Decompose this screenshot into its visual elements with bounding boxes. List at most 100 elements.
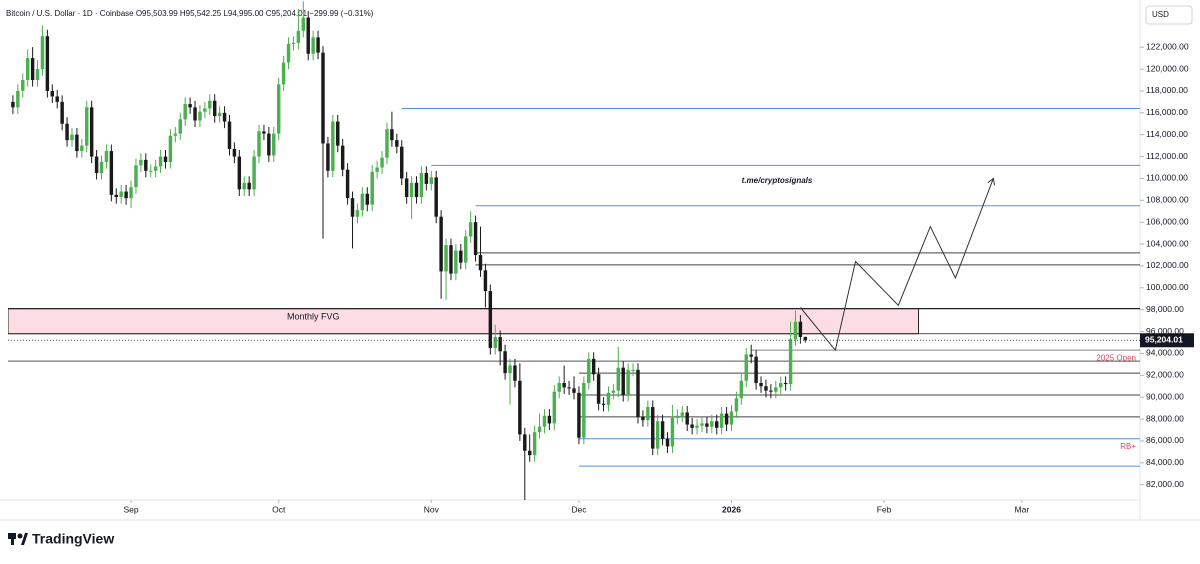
plot-area: Monthly FVG bbox=[8, 1, 1140, 500]
candle-body bbox=[513, 365, 517, 381]
candle-body bbox=[276, 84, 281, 134]
candle-body bbox=[124, 191, 128, 199]
candle-body bbox=[217, 112, 222, 117]
candle-body bbox=[168, 135, 173, 163]
candle-body bbox=[409, 182, 414, 198]
x-tick-label: Mar bbox=[1015, 504, 1030, 514]
candle-body bbox=[134, 165, 138, 188]
candle-body bbox=[139, 159, 143, 166]
candle-body bbox=[321, 52, 325, 144]
candle-body bbox=[404, 178, 409, 198]
candle-body bbox=[227, 121, 232, 149]
candle-body bbox=[454, 250, 458, 274]
candle-body bbox=[400, 146, 404, 179]
candle-body bbox=[380, 157, 384, 168]
candle-body bbox=[695, 425, 699, 428]
candle-body bbox=[715, 421, 719, 428]
y-tick-label: 118,000.00 bbox=[1146, 85, 1188, 95]
candle-body bbox=[503, 351, 507, 374]
currency-button[interactable] bbox=[1145, 5, 1193, 25]
level-label: 2025 Open bbox=[1096, 353, 1136, 362]
candle-body bbox=[99, 162, 104, 173]
candle-body bbox=[439, 216, 443, 272]
y-tick-label: 94,000.00 bbox=[1146, 348, 1184, 358]
candle-body bbox=[778, 382, 783, 388]
candle-body bbox=[257, 131, 261, 157]
candle-body bbox=[449, 245, 453, 274]
candle-body bbox=[429, 177, 433, 184]
x-tick-label: 2026 bbox=[722, 504, 741, 514]
candle-body bbox=[144, 159, 148, 171]
candle-body bbox=[562, 382, 566, 388]
candle-body bbox=[306, 17, 310, 54]
candle-body bbox=[621, 367, 625, 395]
candle-body bbox=[326, 143, 330, 171]
projection-path bbox=[800, 178, 994, 352]
candle-body bbox=[596, 374, 601, 404]
x-tick-label: Sep bbox=[123, 504, 138, 514]
candle-body bbox=[769, 390, 773, 392]
candle-body bbox=[764, 386, 768, 391]
brand-logo bbox=[8, 533, 28, 545]
candle-body bbox=[700, 423, 704, 426]
candle-body bbox=[611, 390, 616, 393]
candle-body bbox=[734, 398, 739, 412]
candle-body bbox=[774, 387, 778, 392]
candle-body bbox=[591, 358, 596, 375]
candle-body bbox=[710, 421, 714, 427]
candle-body bbox=[606, 392, 611, 405]
currency-label[interactable]: USD bbox=[1152, 10, 1169, 19]
y-tick-label: 82,000.00 bbox=[1146, 479, 1184, 489]
candle-body bbox=[488, 291, 493, 348]
y-tick-label: 108,000.00 bbox=[1146, 195, 1189, 205]
y-tick-label: 86,000.00 bbox=[1146, 435, 1184, 445]
candle-body bbox=[55, 96, 59, 102]
candle-body bbox=[547, 415, 552, 424]
candle-body bbox=[542, 415, 547, 427]
candle-body bbox=[670, 417, 675, 447]
y-tick-label: 92,000.00 bbox=[1146, 370, 1184, 380]
candle-body bbox=[557, 382, 561, 392]
candle-body bbox=[281, 62, 286, 85]
candle-body bbox=[232, 148, 237, 157]
candle-body bbox=[646, 407, 650, 421]
candle-body bbox=[552, 391, 557, 424]
candle-body bbox=[25, 58, 30, 80]
candle-body bbox=[296, 30, 301, 43]
candle-body bbox=[247, 182, 251, 190]
candle-body bbox=[60, 101, 64, 124]
candle-body bbox=[178, 119, 182, 134]
candle-body bbox=[468, 222, 473, 237]
candle-body bbox=[582, 382, 586, 438]
candle-body bbox=[754, 356, 758, 383]
fvg-label: Monthly FVG bbox=[287, 312, 340, 322]
candle-body bbox=[395, 140, 399, 147]
candle-body bbox=[739, 380, 744, 399]
candle-body bbox=[375, 167, 379, 172]
candle-body bbox=[508, 365, 512, 374]
candle-body bbox=[783, 382, 788, 385]
candle-body bbox=[183, 104, 187, 120]
candle-body bbox=[173, 133, 178, 136]
y-tick-label: 116,000.00 bbox=[1146, 107, 1188, 117]
candle-body bbox=[21, 80, 25, 91]
candle-body bbox=[350, 198, 355, 217]
candle-body bbox=[163, 156, 168, 163]
candle-body bbox=[665, 438, 670, 447]
candle-body bbox=[114, 194, 119, 198]
y-tick-label: 104,000.00 bbox=[1146, 238, 1189, 248]
candle-body bbox=[365, 193, 370, 205]
candle-body bbox=[483, 270, 488, 292]
candle-body bbox=[85, 107, 89, 146]
candle-body bbox=[473, 222, 478, 255]
candle-body bbox=[572, 388, 576, 393]
candle-body bbox=[631, 369, 635, 371]
candle-body bbox=[153, 166, 158, 171]
candle-body bbox=[651, 407, 655, 449]
candle-body bbox=[16, 90, 20, 108]
y-tick-label: 122,000.00 bbox=[1146, 41, 1189, 51]
y-tick-label: 84,000.00 bbox=[1146, 457, 1184, 467]
